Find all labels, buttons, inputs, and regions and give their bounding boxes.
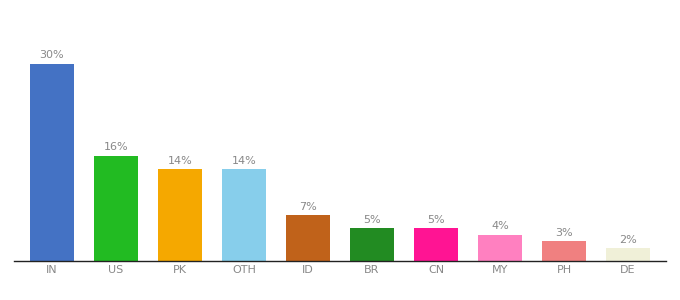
Bar	[541, 241, 586, 261]
Text: 5%: 5%	[427, 215, 445, 225]
Bar	[30, 64, 74, 261]
Bar	[477, 235, 522, 261]
Text: 16%: 16%	[103, 142, 129, 152]
Bar	[413, 228, 458, 261]
Text: 5%: 5%	[363, 215, 381, 225]
Text: 14%: 14%	[232, 155, 256, 166]
Bar	[158, 169, 203, 261]
Text: 2%: 2%	[619, 235, 637, 244]
Text: 7%: 7%	[299, 202, 317, 212]
Text: 3%: 3%	[555, 228, 573, 238]
Bar	[94, 156, 139, 261]
Bar	[222, 169, 267, 261]
Text: 14%: 14%	[168, 155, 192, 166]
Bar	[286, 215, 330, 261]
Bar	[606, 248, 650, 261]
Bar	[350, 228, 394, 261]
Text: 4%: 4%	[491, 221, 509, 231]
Text: 30%: 30%	[39, 50, 65, 60]
